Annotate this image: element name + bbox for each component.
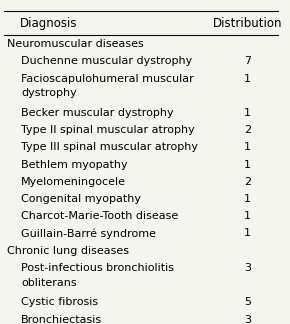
- Text: dystrophy: dystrophy: [21, 88, 77, 98]
- Text: 1: 1: [244, 143, 251, 153]
- Text: Charcot-Marie-Tooth disease: Charcot-Marie-Tooth disease: [21, 211, 178, 221]
- Text: Diagnosis: Diagnosis: [20, 17, 78, 30]
- Text: 3: 3: [244, 315, 251, 324]
- Text: 1: 1: [244, 74, 251, 84]
- Text: Neuromuscular diseases: Neuromuscular diseases: [7, 39, 144, 49]
- Text: Facioscapulohumeral muscular: Facioscapulohumeral muscular: [21, 74, 194, 84]
- Text: Post-infectious bronchiolitis: Post-infectious bronchiolitis: [21, 263, 174, 273]
- Text: Duchenne muscular dystrophy: Duchenne muscular dystrophy: [21, 56, 192, 66]
- Text: obliterans: obliterans: [21, 278, 77, 288]
- Text: Type III spinal muscular atrophy: Type III spinal muscular atrophy: [21, 143, 198, 153]
- Text: Guillain-Barré syndrome: Guillain-Barré syndrome: [21, 228, 156, 239]
- Text: Bethlem myopathy: Bethlem myopathy: [21, 160, 128, 170]
- Text: 1: 1: [244, 228, 251, 238]
- Text: Chronic lung diseases: Chronic lung diseases: [7, 246, 129, 256]
- Text: Bronchiectasis: Bronchiectasis: [21, 315, 102, 324]
- Text: Myelomeningocele: Myelomeningocele: [21, 177, 126, 187]
- Text: 1: 1: [244, 194, 251, 204]
- Text: 7: 7: [244, 56, 251, 66]
- Text: 5: 5: [244, 297, 251, 307]
- Text: 3: 3: [244, 263, 251, 273]
- Text: 1: 1: [244, 160, 251, 170]
- Text: Congenital myopathy: Congenital myopathy: [21, 194, 141, 204]
- Text: Type II spinal muscular atrophy: Type II spinal muscular atrophy: [21, 125, 195, 135]
- Text: 1: 1: [244, 211, 251, 221]
- Text: Becker muscular dystrophy: Becker muscular dystrophy: [21, 108, 174, 118]
- Text: Distribution: Distribution: [213, 17, 282, 30]
- Text: 2: 2: [244, 125, 251, 135]
- Text: 2: 2: [244, 177, 251, 187]
- Text: Cystic fibrosis: Cystic fibrosis: [21, 297, 98, 307]
- Text: 1: 1: [244, 108, 251, 118]
